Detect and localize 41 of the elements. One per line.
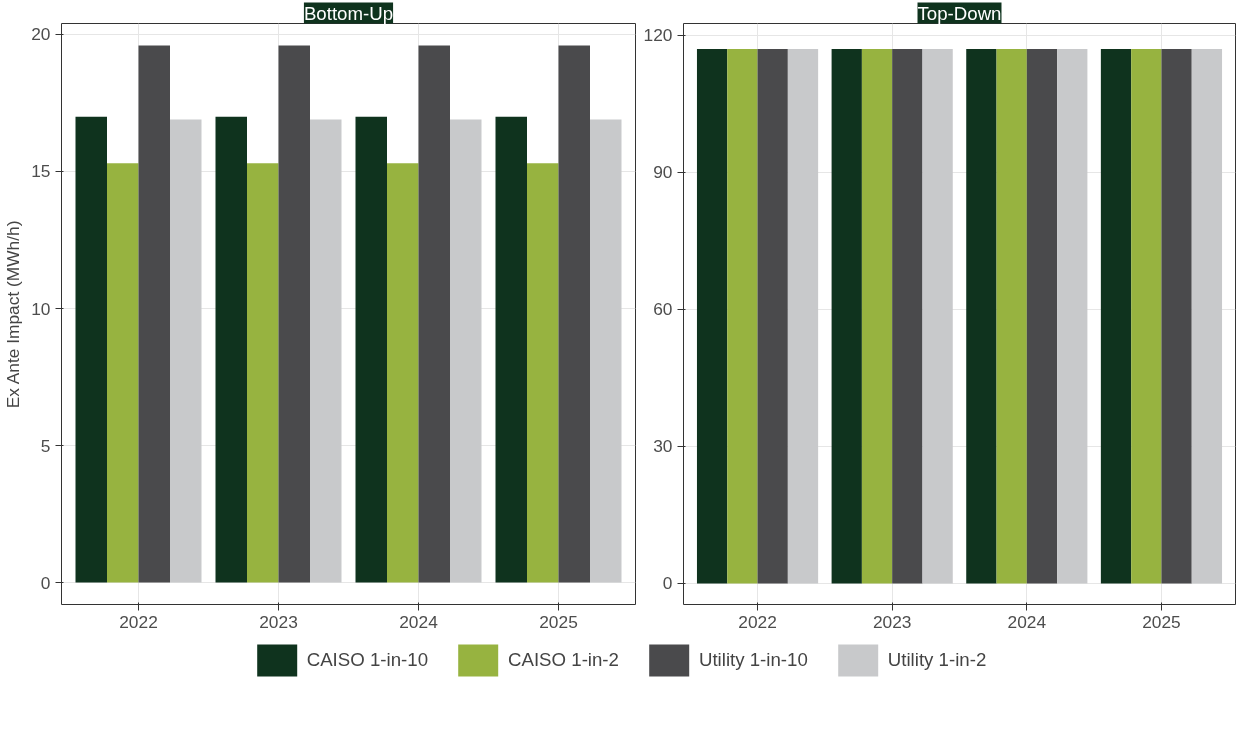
x-tick-label: 2025 <box>1142 611 1181 632</box>
x-tick-label: 2022 <box>119 611 158 632</box>
legend-label: Utility 1-in-10 <box>698 649 808 671</box>
bar <box>355 116 387 583</box>
bar <box>527 163 559 583</box>
chart-title: Bottom-Up <box>303 2 394 24</box>
y-tick-label: 90 <box>653 162 673 183</box>
y-tick-label: 0 <box>40 572 51 593</box>
y-tick-label: 20 <box>31 24 51 45</box>
bar <box>215 116 247 583</box>
bar <box>75 116 107 583</box>
y-tick-label: 120 <box>643 25 673 46</box>
chart-title: Top-Down <box>917 2 1002 24</box>
bar <box>418 45 450 583</box>
x-tick-label: 2023 <box>259 611 298 632</box>
bar <box>558 45 590 583</box>
y-axis-title: Ex Ante Impact (MWh/h) <box>3 220 24 409</box>
bar <box>450 119 482 583</box>
x-tick-label: 2024 <box>1007 611 1047 632</box>
x-tick-label: 2023 <box>872 611 912 632</box>
y-tick-label: 10 <box>31 298 51 319</box>
bar <box>170 119 202 583</box>
x-tick-label: 2022 <box>738 611 777 632</box>
x-tick-label: 2024 <box>399 611 439 632</box>
y-tick-label: 15 <box>31 161 51 182</box>
y-tick-label: 30 <box>653 436 673 457</box>
bar <box>387 163 419 583</box>
y-tick-label: 0 <box>662 573 673 594</box>
bar <box>310 119 342 583</box>
bar <box>107 163 139 583</box>
legend-label: CAISO 1-in-10 <box>306 649 429 671</box>
y-tick-label: 60 <box>653 299 673 320</box>
x-tick-label: 2025 <box>539 611 578 632</box>
bar <box>138 45 170 583</box>
y-tick-label: 5 <box>40 435 51 456</box>
bar <box>495 116 527 583</box>
bar <box>590 119 622 583</box>
legend-label: Utility 1-in-2 <box>887 649 987 671</box>
bar <box>278 45 310 583</box>
bar <box>247 163 279 583</box>
legend-label: CAISO 1-in-2 <box>508 649 619 671</box>
